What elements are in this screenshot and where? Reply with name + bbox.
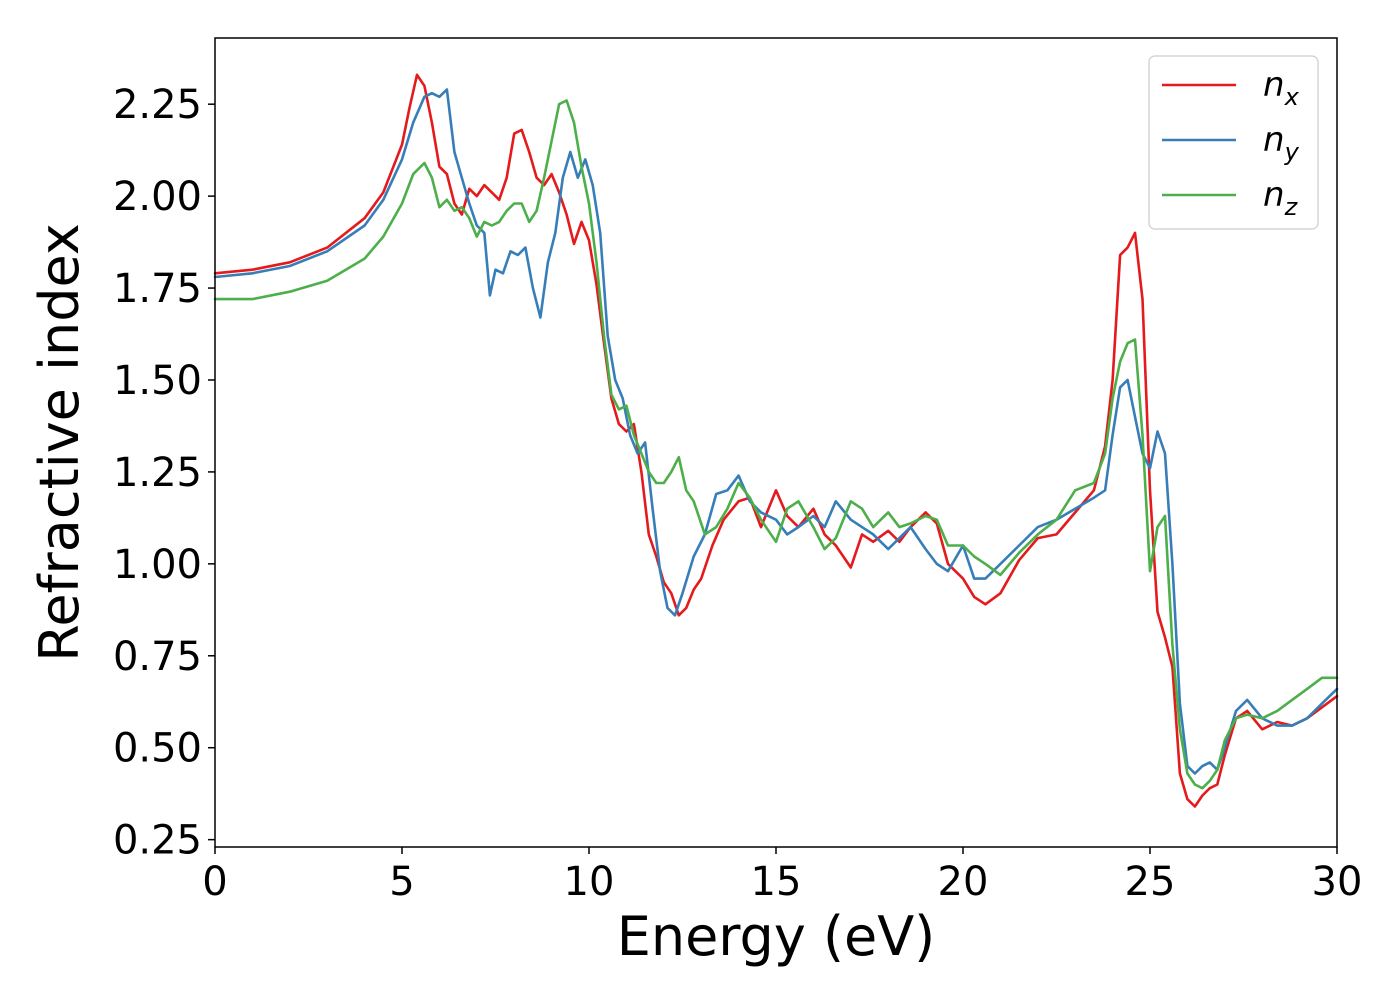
y-tick-label: 1.50 [113, 358, 202, 404]
x-tick-label: 15 [751, 859, 802, 905]
x-tick-label: 10 [564, 859, 615, 905]
series-line-nz [213, 99, 1339, 790]
legend-label-subscript: x [1284, 83, 1300, 111]
y-tick-label: 1.00 [113, 542, 202, 588]
y-axis-title: Refractive index [28, 223, 91, 662]
legend-box [1148, 55, 1319, 230]
x-axis-title: Energy (eV) [617, 905, 936, 968]
y-tick-label: 2.00 [113, 174, 202, 220]
y-tick-label: 0.25 [113, 818, 202, 864]
x-tick-label: 30 [1312, 859, 1363, 905]
x-tick-label: 25 [1125, 859, 1176, 905]
y-tick-label: 1.25 [113, 450, 202, 496]
x-tick-label: 20 [938, 859, 989, 905]
x-axis: 0 5 10 15 20 25 30 [202, 847, 1362, 905]
legend-label-subscript: y [1284, 138, 1300, 166]
series-layer [213, 73, 1339, 808]
y-tick-label: 0.75 [113, 634, 202, 680]
y-tick-label: 1.75 [113, 266, 202, 312]
legend-label-subscript: z [1284, 193, 1299, 221]
y-tick-label: 0.50 [113, 726, 202, 772]
y-axis: 0.25 0.50 0.75 1.00 1.25 1.50 1.75 2.00 2.25 [113, 82, 215, 864]
x-tick-label: 5 [389, 859, 414, 905]
y-tick-label: 2.25 [113, 82, 202, 128]
x-tick-label: 0 [202, 859, 227, 905]
